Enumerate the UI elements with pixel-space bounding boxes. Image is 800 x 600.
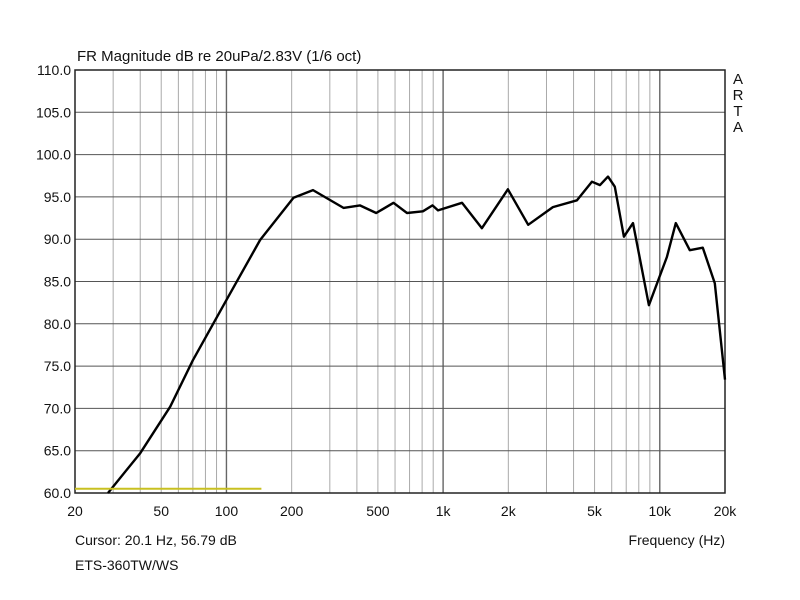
x-tick-label: 1k <box>436 503 452 519</box>
x-tick-label: 2k <box>501 503 517 519</box>
fr-magnitude-line <box>107 175 727 494</box>
device-label: ETS-360TW/WS <box>75 557 178 573</box>
grid <box>75 69 725 494</box>
y-tick-label: 75.0 <box>44 358 71 374</box>
watermark-letter: R <box>733 87 744 104</box>
y-tick-label: 85.0 <box>44 274 71 290</box>
x-tick-label: 5k <box>587 503 603 519</box>
y-tick-label: 65.0 <box>44 443 71 459</box>
watermark-letter: T <box>733 103 742 120</box>
x-tick-label: 20 <box>67 503 83 519</box>
watermark-letter: A <box>733 71 743 88</box>
x-tick-label: 500 <box>366 503 390 519</box>
y-tick-label: 70.0 <box>44 400 71 416</box>
y-tick-label: 95.0 <box>44 189 71 205</box>
x-tick-label: 20k <box>714 503 738 519</box>
y-tick-label: 80.0 <box>44 316 71 332</box>
y-tick-label: 90.0 <box>44 231 71 247</box>
x-tick-label: 50 <box>153 503 169 519</box>
plot-frame <box>74 69 726 494</box>
chart-title: FR Magnitude dB re 20uPa/2.83V (1/6 oct) <box>77 48 361 65</box>
y-tick-label: 60.0 <box>44 485 71 501</box>
y-tick-label: 105.0 <box>36 104 71 120</box>
y-tick-label: 100.0 <box>36 147 71 163</box>
cursor-readout: Cursor: 20.1 Hz, 56.79 dB <box>75 532 237 548</box>
watermark-letter: A <box>733 119 743 136</box>
x-axis-label: Frequency (Hz) <box>629 532 725 548</box>
x-tick-label: 100 <box>215 503 239 519</box>
y-tick-label: 110.0 <box>37 62 71 78</box>
x-tick-label: 10k <box>648 503 672 519</box>
x-tick-label: 200 <box>280 503 304 519</box>
